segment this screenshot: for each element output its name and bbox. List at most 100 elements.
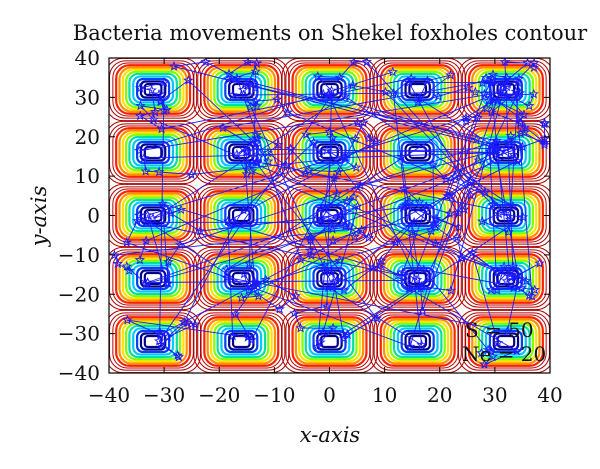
star-marker: [155, 339, 167, 350]
contour-line: [197, 249, 286, 308]
contour-line: [197, 123, 286, 182]
star-marker: [402, 200, 413, 211]
star-marker: [487, 199, 498, 210]
star-marker: [415, 283, 426, 294]
contour-line: [369, 120, 466, 185]
contour-line: [128, 135, 178, 170]
star-marker: [470, 86, 481, 97]
contour-line: [308, 264, 351, 293]
star-marker: [194, 225, 206, 236]
star-marker: [251, 58, 263, 68]
star-marker: [333, 166, 344, 177]
y-tick-label: −40: [58, 361, 100, 385]
contour-line: [392, 135, 443, 170]
contour-line: [389, 259, 446, 298]
star-marker: [452, 231, 463, 242]
star-marker: [142, 209, 153, 220]
star-marker: [453, 221, 464, 232]
star-marker: [238, 204, 249, 215]
star-marker: [501, 72, 512, 83]
contour-line: [298, 68, 361, 111]
star-marker: [491, 95, 503, 106]
star-marker: [134, 254, 146, 265]
contour-line: [203, 190, 280, 241]
star-marker: [516, 282, 527, 293]
star-marker: [242, 58, 254, 67]
star-marker: [361, 58, 373, 67]
star-marker: [317, 326, 329, 337]
star-marker: [493, 208, 505, 219]
star-marker: [221, 272, 232, 283]
x-tick-label: 0: [323, 383, 336, 407]
contour-line: [298, 320, 361, 363]
star-marker: [509, 271, 521, 282]
star-marker: [481, 102, 493, 113]
star-marker: [416, 339, 427, 350]
star-marker: [122, 314, 133, 325]
contour-line: [304, 324, 355, 359]
star-marker: [348, 58, 360, 67]
star-marker: [403, 282, 415, 293]
contour-line: [376, 251, 459, 306]
contour-line: [465, 125, 547, 180]
star-marker: [135, 100, 146, 111]
contour-line: [200, 125, 283, 180]
bacteria-path: [133, 66, 512, 179]
star-marker: [404, 196, 416, 207]
star-marker: [352, 117, 363, 127]
star-marker: [371, 312, 383, 323]
contour-line: [474, 320, 538, 363]
star-marker: [121, 237, 132, 247]
x-tick-label: −30: [143, 383, 185, 407]
contour-line: [465, 314, 547, 369]
star-marker: [222, 215, 234, 226]
star-marker: [157, 198, 168, 209]
contour-line: [285, 249, 374, 308]
contour-line: [408, 145, 428, 160]
contour-line: [396, 138, 439, 167]
star-marker: [326, 279, 338, 290]
contour-line: [481, 261, 531, 296]
star-marker: [482, 344, 494, 355]
star-marker: [231, 72, 243, 83]
contour-line: [389, 70, 446, 109]
star-marker: [133, 145, 145, 156]
star-marker: [459, 203, 470, 214]
contour-line: [386, 257, 450, 300]
contour-line: [136, 266, 171, 291]
star-marker: [492, 337, 504, 348]
star-marker: [155, 96, 167, 107]
star-marker: [133, 209, 145, 220]
contour-line: [115, 253, 192, 304]
contour-line: [115, 316, 192, 367]
star-marker: [140, 165, 151, 176]
bacteria-path: [134, 85, 550, 287]
star-marker: [485, 77, 496, 88]
annotation-ne: Ne = 20: [462, 342, 546, 366]
contour-line: [465, 251, 547, 306]
star-marker: [479, 358, 490, 369]
contour-line: [389, 322, 446, 361]
path-line: [242, 61, 536, 312]
star-marker: [289, 307, 300, 318]
contour-line: [143, 82, 163, 97]
star-marker: [324, 92, 336, 103]
contour-group: [193, 309, 290, 373]
star-marker: [326, 85, 337, 95]
contour-line: [379, 190, 456, 241]
contour-line: [121, 320, 185, 363]
x-axis-label: x-axis: [300, 423, 361, 447]
contour-line: [392, 324, 443, 359]
star-marker: [327, 132, 338, 143]
contour-line: [404, 332, 431, 351]
contour-line: [389, 196, 446, 235]
contour-line: [379, 316, 456, 367]
star-marker: [134, 110, 146, 121]
contour-line: [128, 261, 178, 296]
contour-line: [136, 329, 171, 354]
contour-line: [471, 66, 541, 113]
star-marker: [315, 336, 326, 347]
contour-line: [109, 246, 202, 311]
star-marker: [142, 277, 153, 287]
star-marker: [433, 90, 444, 101]
